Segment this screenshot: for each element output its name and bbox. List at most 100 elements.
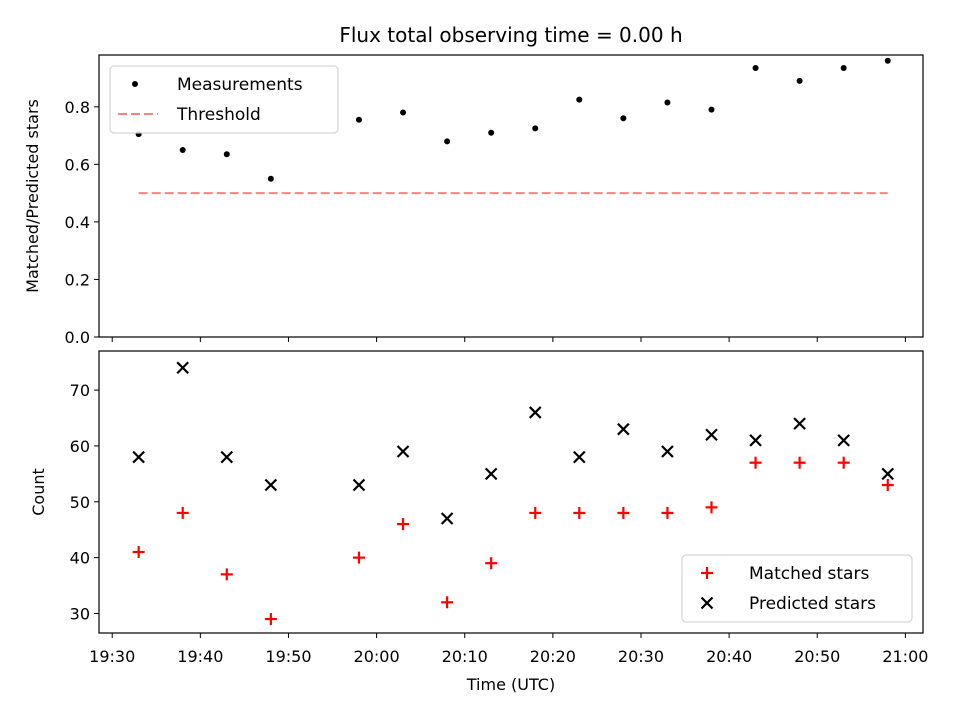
measurement-point: [532, 125, 539, 132]
x-stroke-b: [132, 450, 145, 464]
top-panel-frame: [98, 54, 924, 338]
measurement-point: [708, 106, 715, 113]
measurement-point: [620, 115, 627, 122]
bottom-y-ticks: 30 40 50 60 70: [70, 381, 99, 623]
matched-star-point: [661, 506, 674, 519]
x-tick-label: 20:50: [794, 647, 840, 666]
x-tick-label: 20:20: [530, 647, 576, 666]
top-x-ticks: [111, 337, 906, 342]
measurement-point: [444, 138, 451, 145]
matched-star-point: [132, 546, 145, 559]
y-tick-label: 0.2: [65, 270, 90, 289]
x-stroke-b: [264, 478, 278, 492]
predicted-star-point: [264, 478, 278, 492]
legend-x-b: [700, 596, 714, 610]
x-tick-label: 21:00: [882, 647, 928, 666]
measurement-point: [664, 99, 671, 106]
x-stroke-b: [793, 417, 806, 430]
x-stroke-b: [440, 512, 454, 525]
matched-star-point: [352, 551, 365, 564]
legend-box: [681, 554, 913, 623]
matched-star-point: [837, 456, 850, 469]
x-stroke-b: [176, 361, 189, 375]
x-stroke-b: [881, 467, 895, 481]
predicted-star-point: [220, 450, 234, 464]
x-stroke-b: [661, 445, 674, 458]
x-stroke-b: [837, 434, 850, 447]
measurement-point: [179, 146, 186, 153]
measurement-point: [267, 175, 274, 182]
matched-star-point: [617, 506, 630, 519]
top-legend: Measurements Threshold: [109, 65, 339, 134]
predicted-star-point: [484, 467, 498, 481]
y-tick-label: 0.8: [65, 98, 90, 117]
matched-star-point: [264, 613, 277, 626]
measurement-point: [488, 129, 495, 136]
measurement-point: [223, 151, 230, 158]
matched-star-point: [176, 506, 189, 519]
predicted-star-point: [749, 434, 762, 447]
bottom-series: [132, 361, 895, 626]
top-panel-ylabel: Matched/Predicted stars: [23, 99, 42, 293]
y-tick-label: 0.4: [65, 213, 90, 232]
matched-star-point: [881, 479, 894, 492]
x-stroke-b: [573, 450, 586, 464]
matched-star-point: [749, 456, 762, 469]
bottom-panel-ylabel: Count: [29, 468, 48, 516]
x-tick-label: 19:30: [89, 647, 135, 666]
legend-label: Matched stars: [749, 564, 869, 584]
measurement-point: [355, 116, 362, 123]
legend-box: [109, 65, 339, 134]
x-tick-label: 20:40: [706, 647, 752, 666]
measurement-point: [576, 96, 583, 103]
predicted-star-point: [528, 406, 542, 419]
predicted-star-point: [176, 361, 189, 375]
bottom-x-ticks: 19:30 19:40 19:50 20:00 20:10 20:20 20:30 20:40…: [89, 633, 928, 666]
legend-label: Predicted stars: [749, 594, 876, 614]
y-tick-label: 40: [70, 549, 90, 568]
matched-star-point: [441, 596, 454, 609]
x-tick-label: 20:30: [618, 647, 664, 666]
predicted-star-point: [793, 417, 806, 430]
predicted-star-point: [661, 445, 674, 458]
predicted-star-point: [705, 428, 718, 442]
matched-star-point: [529, 506, 542, 519]
bottom-panel-frame: [98, 350, 924, 634]
legend-label: Threshold: [176, 105, 261, 125]
legend-dot-marker: [132, 81, 138, 87]
x-stroke-b: [352, 478, 366, 492]
y-tick-label: 60: [70, 437, 90, 456]
predicted-star-point: [837, 434, 850, 447]
x-stroke-b: [749, 434, 762, 447]
x-tick-label: 20:00: [354, 647, 400, 666]
x-tick-label: 19:40: [177, 647, 223, 666]
predicted-star-point: [396, 445, 410, 458]
y-tick-label: 30: [70, 604, 90, 623]
legend-label: Measurements: [177, 75, 303, 95]
top-panel-title: Flux total observing time = 0.00 h: [339, 23, 682, 47]
measurement-point: [884, 57, 891, 64]
predicted-star-point: [573, 450, 586, 464]
top-panel: Flux total observing time = 0.00 h Match…: [23, 23, 924, 347]
top-y-ticks: 0.0 0.2 0.4 0.6 0.8: [65, 98, 99, 347]
matched-star-point: [705, 501, 718, 514]
matched-star-point: [220, 568, 233, 581]
measurement-point: [796, 77, 803, 84]
predicted-star-point: [352, 478, 366, 492]
x-tick-label: 20:10: [442, 647, 488, 666]
y-tick-label: 50: [70, 493, 90, 512]
x-stroke-b: [396, 445, 410, 458]
bottom-panel-xlabel: Time (UTC): [466, 675, 555, 694]
x-stroke-b: [705, 428, 718, 442]
y-tick-label: 0.6: [65, 155, 90, 174]
predicted-star-point: [440, 512, 454, 525]
x-stroke-b: [220, 450, 234, 464]
predicted-star-point: [881, 467, 895, 481]
predicted-star-point: [132, 450, 145, 464]
x-tick-label: 19:50: [265, 647, 311, 666]
predicted-star-point: [617, 422, 630, 436]
measurement-point: [400, 109, 407, 116]
x-stroke-b: [484, 467, 498, 481]
